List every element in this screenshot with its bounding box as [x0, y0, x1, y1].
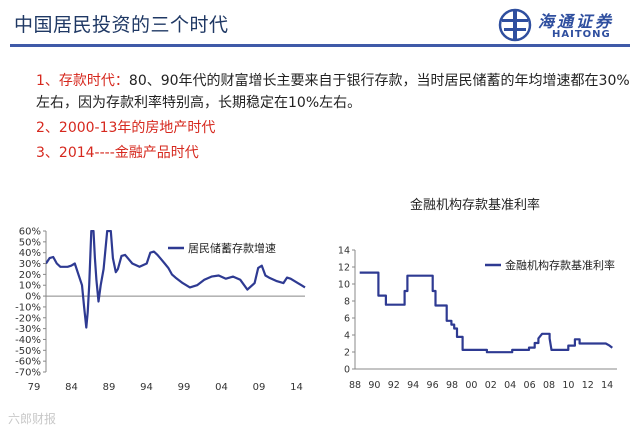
point-3: 3、2014----金融产品时代 — [36, 142, 636, 164]
chart1-y-tick-label: 30% — [19, 259, 41, 270]
chart2-x-tick-label: 10 — [562, 380, 574, 391]
chart1-x-tick-label: 79 — [28, 382, 41, 393]
point-1-heading: 存款时代： — [58, 73, 129, 89]
chart1-y-tick-label: 10% — [19, 281, 41, 292]
chart2-y-tick-label: 2 — [344, 348, 350, 359]
chart1-x-tick-label: 94 — [140, 382, 153, 393]
chart2-series-line — [359, 271, 613, 354]
chart1-y-tick-label: 50% — [19, 237, 41, 248]
chart1-y-tick-label: -10% — [15, 302, 41, 313]
point-1-number: 1、 — [36, 73, 59, 89]
chart2-x-tick-label: 90 — [368, 380, 380, 391]
slide-title: 中国居民投资的三个时代 — [14, 14, 229, 36]
chart1-y-tick-label: -50% — [15, 346, 41, 357]
point-1-body: 80、90年代的财富增长主要来自于银行存款，当时居民储蓄的年均增速都在30%左右… — [36, 73, 630, 111]
savings-growth-chart: 60%50%40%30%20%10%0%-10%-20%-30%-40%-50%… — [15, 227, 306, 393]
point-3-number: 3、 — [36, 145, 59, 161]
watermark: 六郎财报 — [8, 412, 57, 426]
point-2-text: 2000-13年的房地产时代 — [58, 120, 216, 136]
haitong-emblem-icon — [498, 8, 532, 42]
point-1: 1、存款时代：80、90年代的财富增长主要来自于银行存款，当时居民储蓄的年均增速… — [36, 70, 636, 114]
chart1-x-tick-label: 09 — [253, 382, 266, 393]
chart2-y-tick-label: 14 — [338, 246, 350, 257]
chart1-y-tick-label: -70% — [15, 368, 41, 379]
chart1-y-tick-label: -20% — [15, 313, 41, 324]
chart1-y-tick-label: 40% — [19, 248, 41, 259]
chart1-y-tick-label: 20% — [19, 270, 41, 281]
chart2-x-tick-label: 98 — [446, 380, 458, 391]
chart2-x-tick-label: 94 — [407, 380, 419, 391]
chart1-x-tick-label: 04 — [215, 382, 228, 393]
chart1-x-tick-label: 84 — [65, 382, 78, 393]
chart2-y-tick-label: 10 — [338, 280, 350, 291]
title-rule — [10, 44, 630, 47]
chart2-legend-label: 金融机构存款基准利率 — [505, 258, 615, 272]
chart1-x-tick-label: 14 — [290, 382, 303, 393]
chart2-x-tick-label: 12 — [582, 380, 594, 391]
chart1-x-tick-label: 99 — [178, 382, 191, 393]
chart2-x-tick-label: 08 — [543, 380, 555, 391]
chart2-x-tick-label: 14 — [601, 380, 613, 391]
chart1-legend-label: 居民储蓄存款增速 — [188, 241, 276, 255]
chart2-x-tick-label: 88 — [349, 380, 361, 391]
chart1-y-tick-label: -60% — [15, 357, 41, 368]
chart2-x-tick-label: 04 — [504, 380, 516, 391]
chart1-series-line — [46, 230, 306, 329]
chart1-y-tick-label: -40% — [15, 335, 41, 346]
chart2-y-tick-label: 4 — [344, 331, 350, 342]
chart2-title: 金融机构存款基准利率 — [410, 198, 541, 213]
chart2-x-tick-label: 02 — [485, 380, 497, 391]
chart1-y-tick-label: -30% — [15, 324, 41, 335]
point-list: 1、存款时代：80、90年代的财富增长主要来自于银行存款，当时居民储蓄的年均增速… — [36, 70, 636, 167]
chart2-x-tick-label: 92 — [388, 380, 400, 391]
point-3-text: 2014----金融产品时代 — [58, 145, 199, 161]
haitong-logo: 海通证券 HAITONG — [498, 8, 634, 42]
chart2-y-tick-label: 8 — [344, 297, 350, 308]
point-2-number: 2、 — [36, 120, 59, 136]
chart2-x-tick-label: 96 — [427, 380, 439, 391]
logo-chinese-text: 海通证券 — [538, 12, 615, 31]
chart1-y-tick-label: 60% — [19, 227, 41, 238]
logo-english-text: HAITONG — [552, 29, 611, 40]
chart2-x-tick-label: 06 — [524, 380, 536, 391]
chart2-x-tick-label: 00 — [465, 380, 477, 391]
chart1-y-tick-label: 0% — [25, 292, 41, 303]
chart1-x-tick-label: 89 — [103, 382, 116, 393]
point-2: 2、2000-13年的房地产时代 — [36, 117, 636, 139]
chart2-y-tick-label: 0 — [344, 365, 350, 376]
chart2-y-tick-label: 12 — [338, 263, 350, 274]
chart2-y-tick-label: 6 — [344, 314, 350, 325]
